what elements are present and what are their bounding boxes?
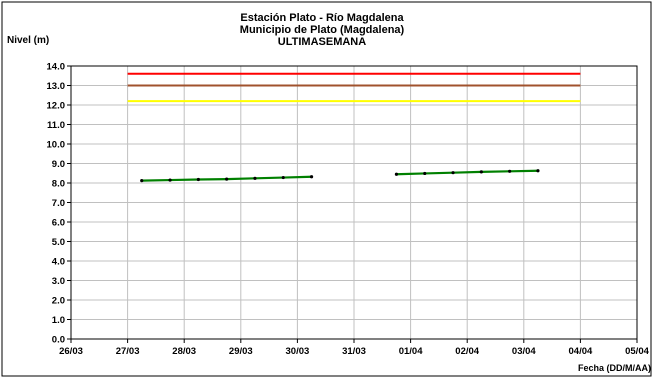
x-tick-label: 29/03 <box>229 346 253 357</box>
data-point <box>253 176 257 180</box>
data-point <box>196 177 200 182</box>
y-tick-label: 1.0 <box>52 315 65 326</box>
data-point <box>423 171 427 176</box>
y-tick-label: 6.0 <box>52 218 65 229</box>
x-tick-label: 04/04 <box>569 346 593 357</box>
chart-title: Estación Plato - Río Magdalena Municipio… <box>240 12 405 48</box>
data-point <box>479 170 483 174</box>
y-tick-label: 12.0 <box>47 101 66 112</box>
data-point <box>394 172 399 176</box>
chart-title-line-1: Estación Plato - Río Magdalena <box>240 12 404 24</box>
y-tick-label: 3.0 <box>52 276 65 287</box>
y-tick-label: 7.0 <box>52 198 65 209</box>
data-point <box>281 175 285 180</box>
chart-title-line-2: Municipio de Plato (Magdalena) <box>240 24 405 36</box>
x-axis-ticks: 26/03 27/03 28/03 29/03 30/03 31/03 01/04 02/04… <box>59 339 650 357</box>
threshold-lines <box>127 72 581 103</box>
y-tick-label: 5.0 <box>52 237 65 248</box>
x-tick-label: 31/03 <box>342 346 366 357</box>
x-tick-label: 28/03 <box>172 346 196 357</box>
x-tick-label: 05/04 <box>625 346 649 357</box>
y-tick-label: 8.0 <box>52 179 65 190</box>
y-tick-label: 9.0 <box>52 159 65 170</box>
x-axis-label: Fecha (DD/M/AA) <box>578 363 651 373</box>
x-tick-label: 27/03 <box>116 346 140 357</box>
y-tick-label: 2.0 <box>52 296 65 307</box>
y-tick-label: 4.0 <box>52 257 65 268</box>
data-point <box>168 178 172 182</box>
data-point <box>225 177 229 181</box>
data-point <box>309 175 314 179</box>
chart-title-line-3: ULTIMASEMANA <box>278 36 366 48</box>
x-tick-label: 02/04 <box>455 346 479 357</box>
data-point <box>140 179 144 183</box>
data-point <box>508 169 512 173</box>
y-axis-label: Nivel (m) <box>7 35 49 46</box>
y-tick-label: 10.0 <box>47 140 66 151</box>
y-tick-label: 0.0 <box>52 335 65 346</box>
data-series <box>140 169 540 183</box>
series-line <box>396 169 538 176</box>
y-tick-label: 13.0 <box>47 81 66 92</box>
y-tick-label: 14.0 <box>47 62 66 73</box>
x-tick-label: 30/03 <box>286 346 310 357</box>
data-point <box>451 171 455 175</box>
x-tick-label: 26/03 <box>59 346 83 357</box>
x-tick-label: 03/04 <box>512 346 536 357</box>
data-point <box>536 169 540 173</box>
y-axis-ticks: 0.0 1.0 2.0 3.0 4.0 5.0 6.0 7.0 8.0 9.0 10.0 11.0 12… <box>47 62 71 346</box>
y-tick-label: 11.0 <box>47 120 65 131</box>
x-tick-label: 01/04 <box>399 346 423 357</box>
